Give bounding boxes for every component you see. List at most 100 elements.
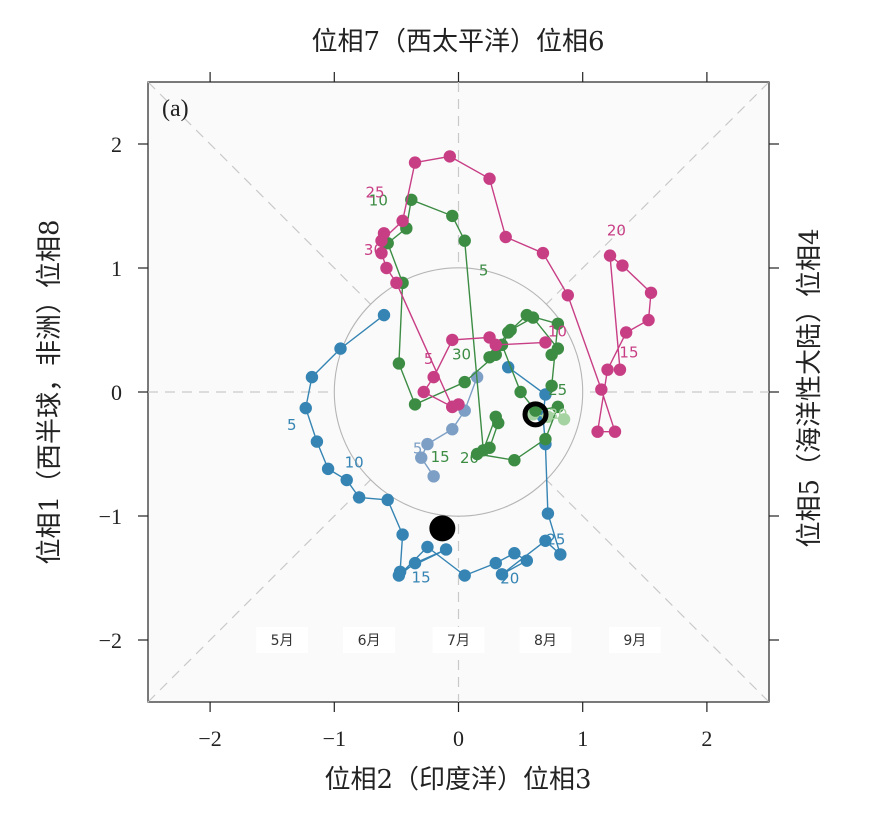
data-point (595, 383, 608, 396)
data-point (390, 276, 403, 290)
data-point (421, 540, 434, 554)
data-point (305, 370, 319, 384)
data-point (375, 234, 388, 247)
data-point (520, 308, 534, 322)
day-label-layer: 5 10 15 20 25 5 30 5 10 15 20 25 30 5 10 15 20 25 30 (287, 184, 639, 588)
data-point (334, 342, 347, 355)
data-point (489, 556, 502, 570)
unit-circle-layer (333, 267, 584, 517)
data-point (446, 400, 459, 414)
data-point (616, 259, 629, 272)
data-point (536, 246, 550, 260)
data-point (417, 385, 430, 399)
day-label: 15 (412, 568, 431, 586)
data-point (642, 313, 655, 327)
data-point (644, 286, 658, 299)
x-tick-label: −2 (198, 726, 221, 751)
data-point (551, 400, 565, 414)
month-label: 6月 (358, 633, 381, 649)
x-tick-label: 2 (701, 726, 712, 751)
diagonal-guide (147, 81, 770, 703)
data-point (439, 543, 453, 556)
day-label: 15 (431, 448, 450, 466)
data-point (508, 547, 521, 560)
y-tick-label: −2 (99, 628, 122, 653)
top-axis-label: 位相7（西太平洋）位相6 (311, 27, 604, 57)
y-axis-label: 位相1（西半球，非洲）位相8 (35, 219, 65, 564)
data-point (415, 451, 428, 464)
data-point (408, 556, 422, 570)
amplitude-one-circle (333, 267, 584, 517)
data-point (551, 317, 565, 330)
data-point (483, 172, 496, 185)
data-point (408, 398, 422, 411)
data-point (446, 423, 459, 436)
y-tick-label: −1 (99, 504, 122, 529)
data-point (375, 246, 388, 260)
data-point (352, 491, 366, 504)
data-point (470, 447, 484, 461)
data-point (591, 425, 604, 438)
data-point (541, 507, 555, 520)
data-point (427, 370, 440, 384)
month-box (256, 627, 309, 653)
data-point (619, 326, 633, 339)
month-box (432, 627, 485, 653)
month-box (608, 627, 661, 653)
day-label: 5 (287, 416, 297, 434)
data-point (483, 331, 496, 344)
data-point (508, 454, 521, 467)
data-point (514, 385, 527, 399)
data-point (446, 333, 459, 347)
month-box (519, 627, 572, 653)
data-point (483, 441, 496, 454)
trajectory-layer (299, 150, 658, 582)
day-label: 5 (413, 439, 423, 457)
data-point (613, 363, 627, 376)
data-point (492, 416, 505, 430)
day-label: 20 (500, 570, 519, 588)
data-point (520, 554, 534, 567)
data-point (539, 534, 552, 547)
day-label: 5 (479, 262, 489, 280)
data-point (551, 342, 565, 355)
data-point (495, 568, 509, 581)
data-point (501, 326, 515, 339)
data-point (539, 432, 552, 446)
y-tick-label: 2 (111, 132, 122, 157)
data-point (458, 569, 471, 582)
day-label: 10 (548, 322, 567, 340)
month-label: 5月 (271, 633, 294, 649)
data-point (601, 363, 614, 376)
marker-filled (429, 515, 456, 542)
x-axis: −2 −1 0 1 2 (198, 72, 712, 751)
data-point (458, 375, 471, 389)
data-point (408, 156, 422, 169)
data-point (603, 249, 617, 262)
data-point (561, 289, 574, 302)
day-label: 20 (607, 222, 626, 240)
x-tick-label: 0 (453, 726, 464, 751)
data-point (381, 493, 394, 507)
month-label: 7月 (447, 633, 470, 649)
month-legend: 5月 6月 7月 8月 9月 (256, 627, 661, 653)
data-point (340, 473, 353, 487)
data-point (396, 528, 409, 541)
data-point (458, 234, 471, 247)
y-tick-label: 0 (111, 380, 122, 405)
data-point (608, 425, 622, 438)
data-point (427, 470, 440, 483)
data-point (392, 357, 406, 370)
day-label: 15 (619, 344, 638, 362)
day-label: 30 (364, 241, 383, 259)
y-axis: −2 −1 0 1 2 (99, 132, 779, 653)
panel-tag: (a) (162, 96, 189, 122)
data-point (539, 388, 552, 401)
day-label: 30 (452, 345, 471, 363)
data-point (483, 351, 496, 364)
day-label: 25 (548, 381, 567, 399)
day-label: 25 (365, 184, 384, 202)
data-point (321, 462, 335, 476)
month-label: 9月 (623, 633, 646, 649)
data-point (545, 379, 558, 392)
